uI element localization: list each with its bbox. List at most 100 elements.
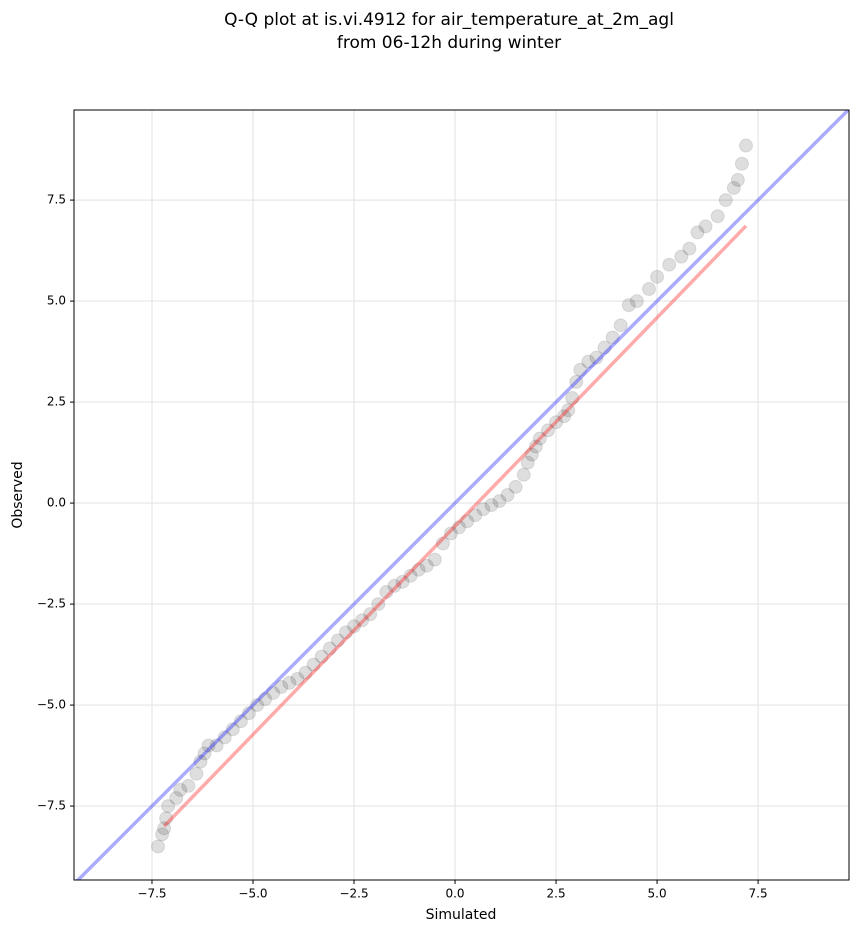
y-tick-label: 7.5 xyxy=(47,193,66,207)
point xyxy=(561,403,576,418)
point xyxy=(173,782,188,797)
point xyxy=(662,257,677,272)
point xyxy=(650,269,665,284)
y-axis-label: Observed xyxy=(10,461,26,528)
point xyxy=(520,455,535,470)
point xyxy=(241,706,256,721)
reference-line xyxy=(162,224,748,828)
x-tick-label: 7.5 xyxy=(749,887,768,901)
point xyxy=(363,607,378,622)
reference-line xyxy=(75,110,849,880)
point xyxy=(500,488,515,502)
point xyxy=(306,657,321,672)
point xyxy=(403,568,418,583)
point xyxy=(565,391,580,406)
point xyxy=(411,562,426,577)
point xyxy=(718,193,733,208)
point xyxy=(613,318,628,333)
point xyxy=(710,209,725,224)
x-tick-label: −2.5 xyxy=(339,887,368,901)
point xyxy=(290,671,305,686)
point xyxy=(266,685,281,700)
point xyxy=(427,552,442,567)
point xyxy=(274,679,289,694)
x-tick-label: 5.0 xyxy=(648,887,667,901)
point xyxy=(492,494,507,509)
point xyxy=(282,675,297,690)
point xyxy=(734,156,749,171)
point xyxy=(387,578,402,593)
point xyxy=(189,766,204,781)
point xyxy=(322,641,337,656)
point xyxy=(674,249,689,264)
point xyxy=(419,558,434,573)
point xyxy=(738,138,753,153)
point xyxy=(201,738,216,753)
point xyxy=(581,354,596,369)
point xyxy=(298,665,313,680)
point xyxy=(379,584,394,599)
point xyxy=(698,219,713,234)
chart-title: Q-Q plot at is.vi.4912 for air_temperatu… xyxy=(224,10,674,30)
point xyxy=(532,431,547,446)
point xyxy=(157,821,172,836)
point xyxy=(193,754,208,769)
y-tick-label: −5.0 xyxy=(37,698,66,712)
y-tick-label: −7.5 xyxy=(37,799,66,813)
point xyxy=(528,439,543,454)
point xyxy=(468,508,483,523)
point xyxy=(371,597,386,612)
x-tick-label: 0.0 xyxy=(445,887,464,901)
point xyxy=(155,827,170,842)
y-tick-label: 2.5 xyxy=(47,395,66,409)
point xyxy=(314,649,329,664)
point xyxy=(395,574,410,589)
point xyxy=(540,423,555,438)
point xyxy=(197,746,212,761)
point xyxy=(347,619,362,634)
x-tick-label: −7.5 xyxy=(137,887,166,901)
x-tick-label: 2.5 xyxy=(547,887,566,901)
point xyxy=(682,241,697,256)
point xyxy=(730,172,745,187)
x-tick-label: −5.0 xyxy=(238,887,267,901)
point xyxy=(484,498,499,513)
y-tick-label: −2.5 xyxy=(37,597,66,611)
point xyxy=(225,722,240,737)
point xyxy=(508,479,523,494)
point xyxy=(460,514,475,529)
point xyxy=(355,613,370,628)
point xyxy=(169,790,184,805)
point xyxy=(557,409,572,424)
point xyxy=(159,811,174,826)
point xyxy=(443,526,458,541)
point xyxy=(250,698,265,713)
point xyxy=(181,778,196,793)
x-axis-label: Simulated xyxy=(426,907,497,923)
chart-subtitle: from 06-12h during winter xyxy=(337,33,561,53)
point xyxy=(516,467,531,482)
point xyxy=(217,730,232,745)
point xyxy=(258,692,273,707)
point xyxy=(629,294,644,309)
point xyxy=(621,298,636,313)
point xyxy=(524,447,539,462)
point xyxy=(338,625,353,640)
point xyxy=(549,415,564,430)
point xyxy=(209,738,224,753)
point xyxy=(605,330,620,345)
point xyxy=(573,362,588,377)
point xyxy=(435,536,450,551)
y-tick-label: 0.0 xyxy=(47,496,66,510)
y-tick-label: 5.0 xyxy=(47,294,66,308)
point xyxy=(597,340,612,355)
plot-area xyxy=(75,110,849,880)
point xyxy=(330,633,345,648)
point xyxy=(589,350,604,365)
point xyxy=(641,281,656,296)
point xyxy=(233,714,248,729)
point xyxy=(151,839,166,854)
point xyxy=(690,225,705,240)
point xyxy=(569,374,584,389)
